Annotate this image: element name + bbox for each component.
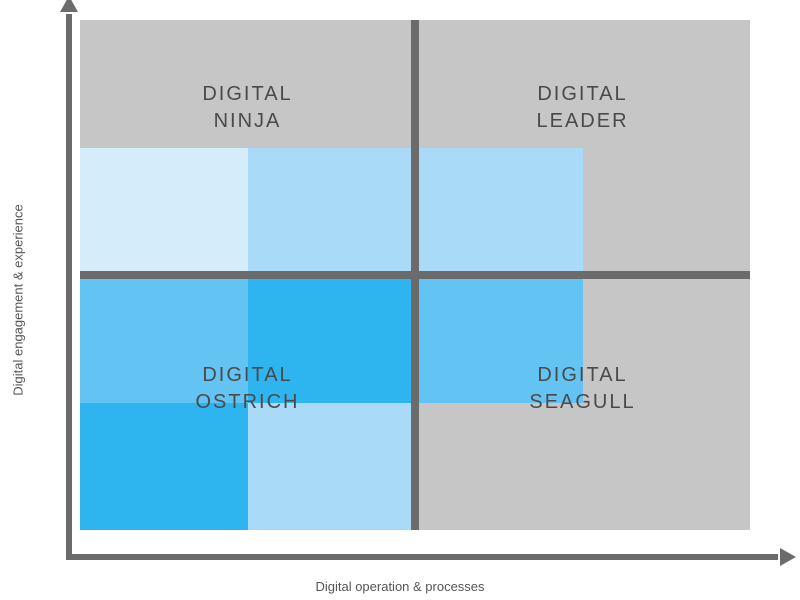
cell-0-2 [415,20,583,148]
cell-3-3 [583,403,751,531]
cell-1-0 [80,148,248,276]
cell-2-0 [80,275,248,403]
horizontal-divider [80,271,750,279]
x-axis-arrow [66,554,778,560]
cell-2-1 [248,275,416,403]
cell-3-1 [248,403,416,531]
x-axis-label: Digital operation & processes [315,579,484,594]
cell-0-0 [80,20,248,148]
cell-3-0 [80,403,248,531]
cell-1-3 [583,148,751,276]
cell-2-2 [415,275,583,403]
y-axis-arrow [66,14,72,560]
cell-1-2 [415,148,583,276]
matrix-plot: DIGITAL NINJA DIGITAL LEADER DIGITAL OST… [80,20,750,530]
cell-2-3 [583,275,751,403]
cell-0-1 [248,20,416,148]
cell-0-3 [583,20,751,148]
y-axis-label: Digital engagement & experience [11,204,26,396]
cell-1-1 [248,148,416,276]
cell-3-2 [415,403,583,531]
